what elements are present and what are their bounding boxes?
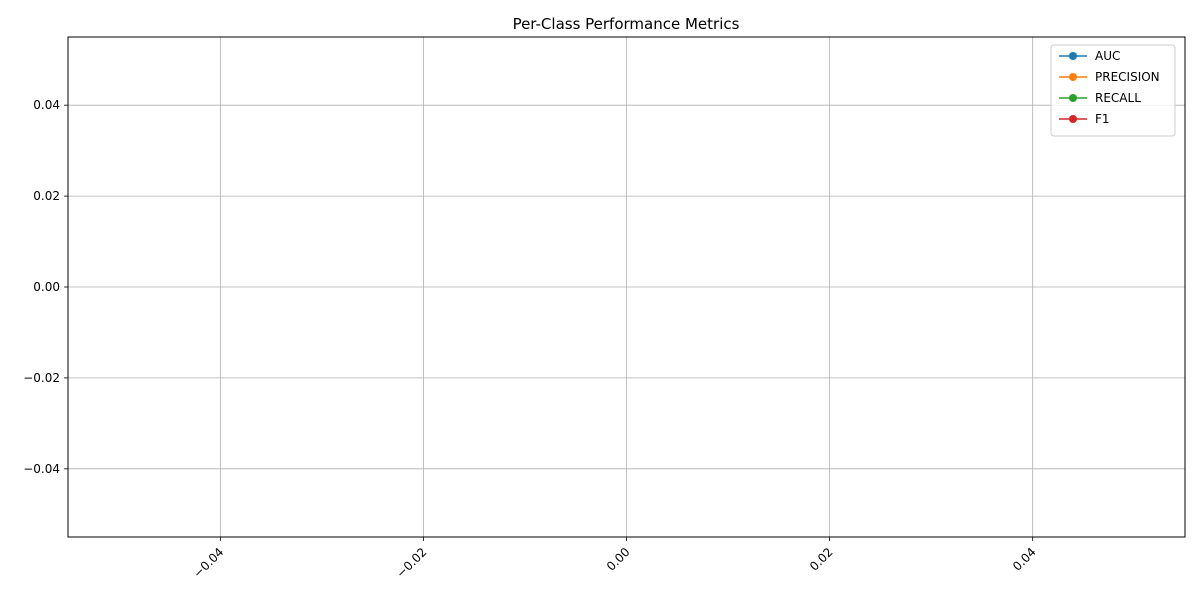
legend-label: RECALL: [1095, 91, 1141, 105]
legend-marker: [1069, 52, 1077, 60]
x-tick-label: 0.02: [807, 545, 836, 574]
legend-marker: [1069, 115, 1077, 123]
y-tick-label: −0.02: [23, 371, 60, 385]
x-tick-label: −0.02: [394, 545, 430, 581]
y-tick-label: 0.02: [33, 189, 60, 203]
legend-item-f1[interactable]: F1: [1059, 112, 1110, 126]
x-tick-label: 0.00: [604, 545, 633, 574]
legend-marker: [1069, 94, 1077, 102]
legend-label: F1: [1095, 112, 1110, 126]
legend-box: [1050, 44, 1176, 137]
legend-item-precision[interactable]: PRECISION: [1059, 70, 1160, 84]
y-tick-label: 0.00: [33, 280, 60, 294]
x-axis: −0.04 −0.02 0.00 0.02 0.04: [191, 537, 1039, 581]
x-tick-label: 0.04: [1010, 545, 1039, 574]
grid: [68, 37, 1185, 537]
y-tick-label: −0.04: [23, 462, 60, 476]
chart-title: Per-Class Performance Metrics: [513, 15, 740, 33]
y-tick-label: 0.04: [33, 98, 60, 112]
legend-label: PRECISION: [1095, 70, 1160, 84]
legend-item-auc[interactable]: AUC: [1059, 49, 1120, 63]
legend[interactable]: AUC PRECISION RECALL F1: [1050, 44, 1176, 137]
legend-marker: [1069, 73, 1077, 81]
y-axis: 0.04 0.02 0.00 −0.02 −0.04: [23, 98, 68, 476]
legend-item-recall[interactable]: RECALL: [1059, 91, 1141, 105]
x-tick-label: −0.04: [191, 545, 227, 581]
legend-label: AUC: [1095, 49, 1120, 63]
